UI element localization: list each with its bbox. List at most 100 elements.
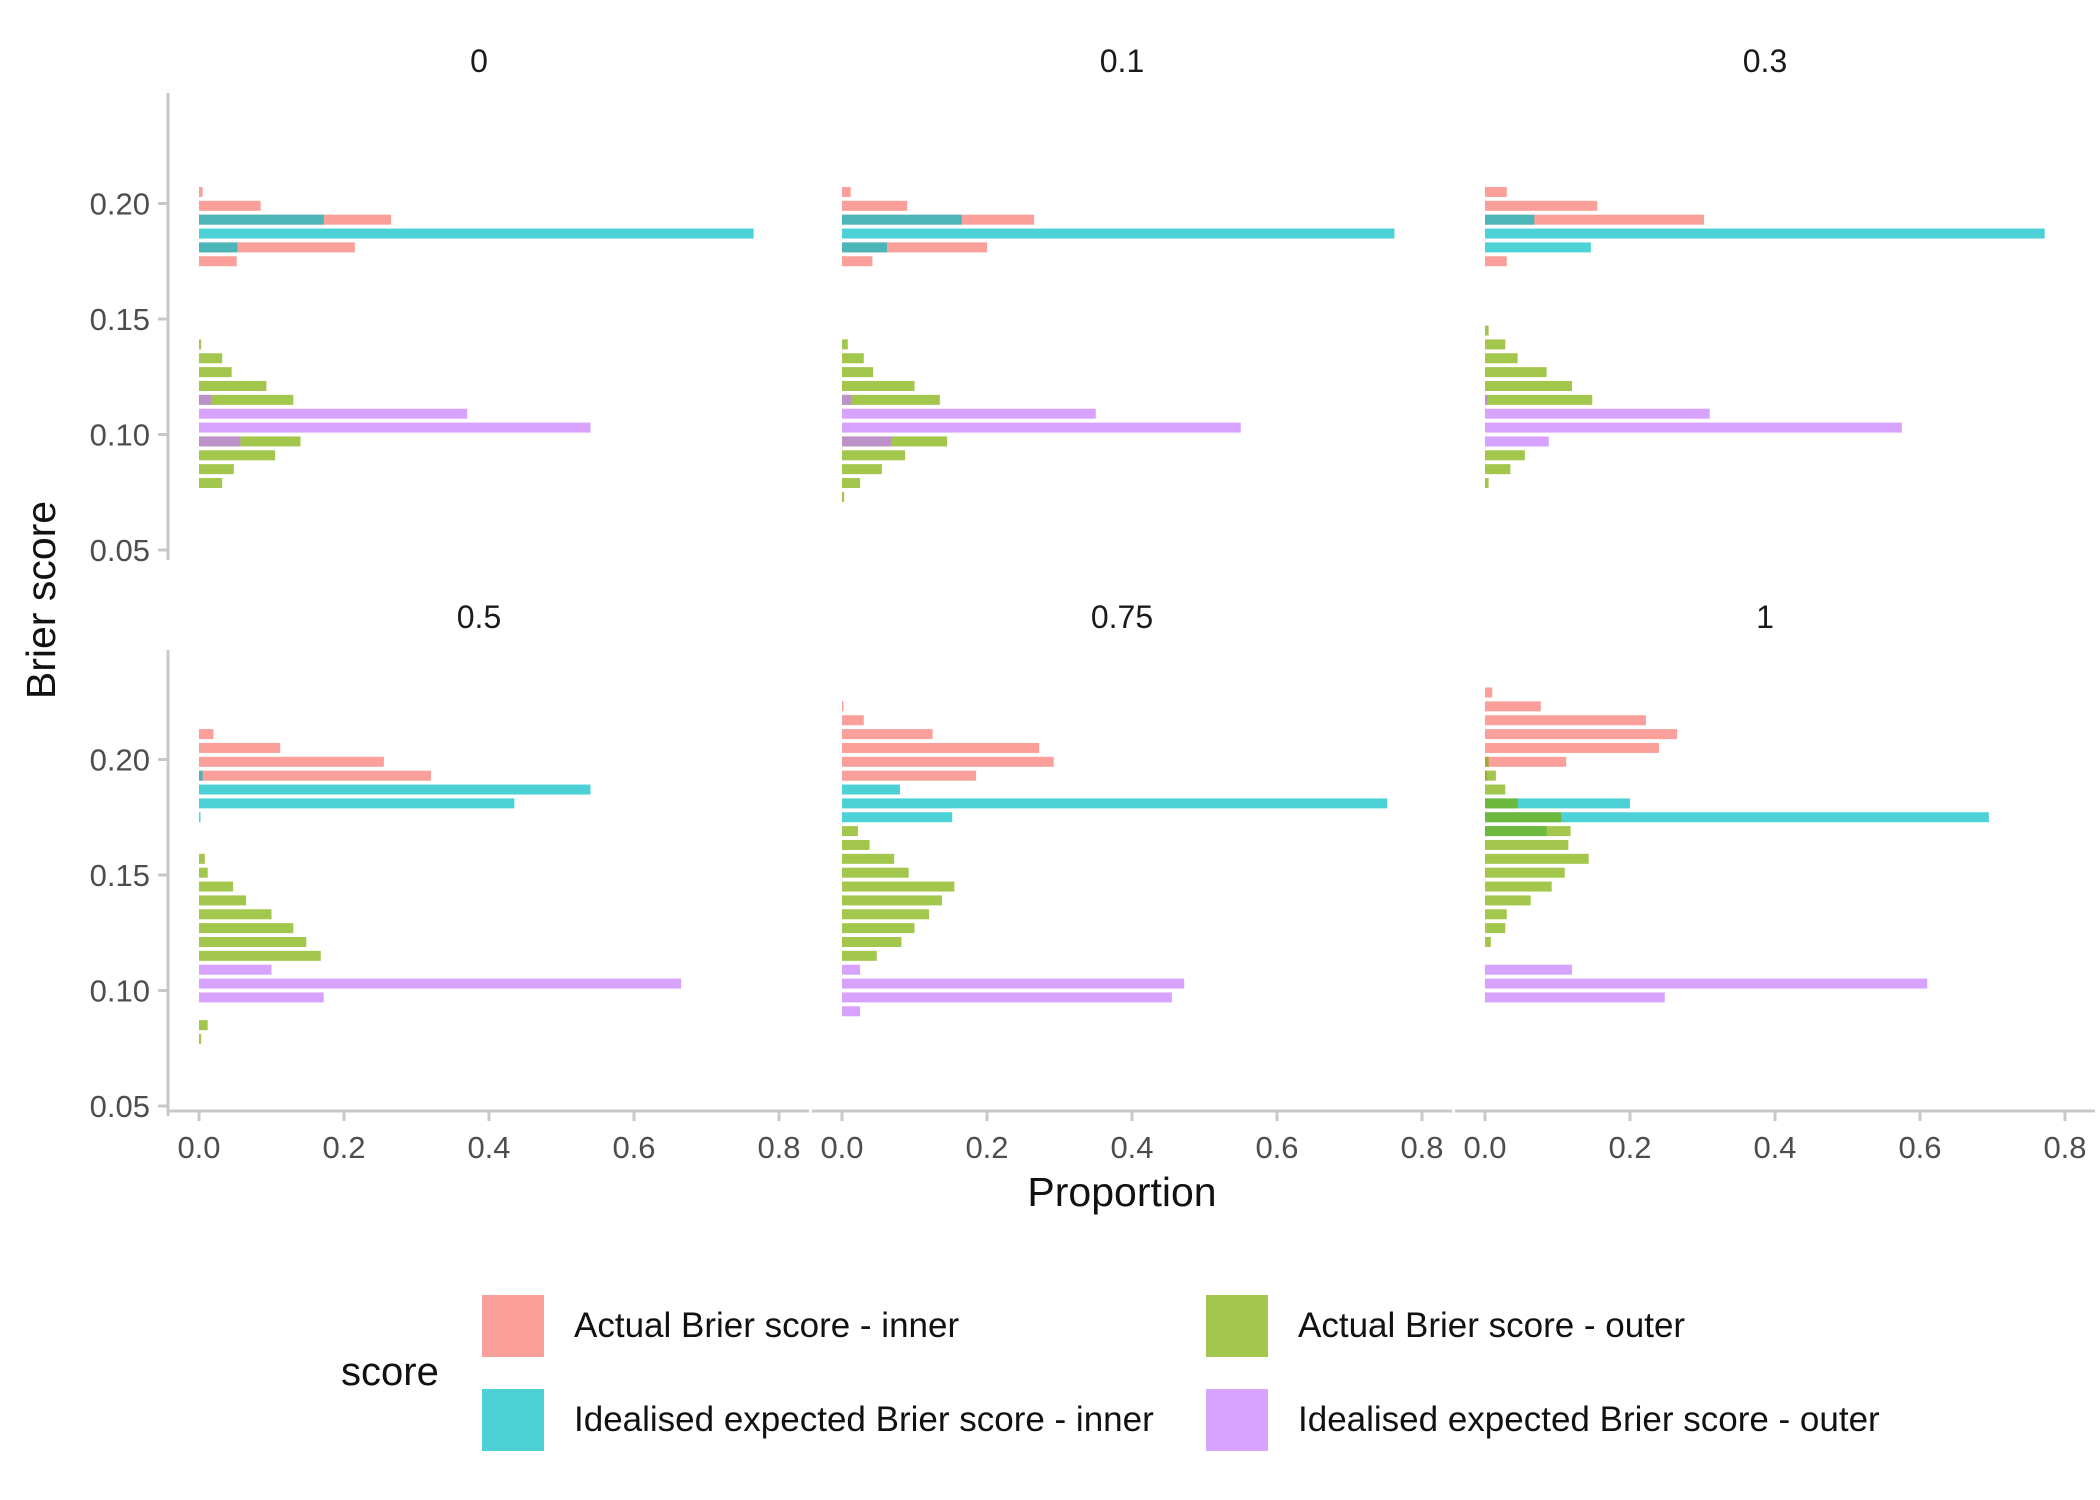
bar: [199, 1020, 208, 1031]
bar: [842, 256, 873, 267]
bar: [1485, 394, 1593, 405]
bar: [199, 909, 272, 920]
facet-panel-1: 0.1: [842, 43, 1395, 502]
bar: [1485, 812, 1562, 823]
panel-title: 0.5: [457, 599, 501, 635]
facet-panel-4: 0.75 0.0 0.2 0.4 0.6 0.8: [812, 599, 1452, 1165]
bar: [199, 923, 294, 934]
bar: [842, 923, 915, 934]
bar: [842, 715, 864, 726]
bar: [842, 242, 987, 253]
bar: [199, 380, 267, 391]
bar: [199, 798, 515, 809]
bar: [1485, 784, 1506, 795]
legend-item-actual-outer: Actual Brier score - outer: [1206, 1294, 1685, 1358]
legend-item-idealised-outer: Idealised expected Brier score - outer: [1206, 1388, 1880, 1452]
bar: [842, 464, 882, 475]
x-tick-label: 0.2: [1608, 1130, 1651, 1165]
bar: [1485, 214, 1535, 225]
legend-swatch-actual-inner: [482, 1295, 544, 1357]
bar: [199, 853, 205, 864]
bar: [1485, 798, 1630, 809]
bar: [1485, 839, 1569, 850]
bar: [842, 798, 1388, 809]
x-tick-label: 0.4: [467, 1130, 510, 1165]
bar: [199, 964, 272, 975]
bar: [842, 839, 870, 850]
bar: [1485, 380, 1572, 391]
panel-title: 0.3: [1743, 43, 1787, 79]
bar: [199, 770, 431, 781]
legend-label-idealised-inner: Idealised expected Brier score - inner: [574, 1400, 1154, 1439]
y-tick-label: 0.20: [90, 743, 150, 778]
bar: [842, 394, 940, 405]
bar: [1485, 742, 1659, 753]
bar: [1485, 867, 1565, 878]
bar: [842, 853, 895, 864]
bar: [1485, 978, 1928, 989]
y-tick-label: 0.15: [90, 302, 150, 337]
bar: [842, 436, 948, 447]
bar: [1485, 450, 1525, 461]
bar: [199, 881, 234, 892]
bar: [199, 478, 223, 489]
bar: [199, 436, 241, 447]
x-tick-label: 0.4: [1753, 1130, 1796, 1165]
bar: [842, 729, 933, 740]
bar: [842, 380, 915, 391]
y-axis-title: Brier score: [18, 501, 64, 699]
bar: [199, 992, 324, 1003]
bar: [1485, 909, 1507, 920]
bar: [1485, 367, 1547, 378]
bar: [1485, 853, 1589, 864]
y-tick-label: 0.05: [90, 1089, 150, 1124]
bar: [1485, 228, 2045, 239]
bar: [842, 242, 887, 253]
x-tick-label: 0.8: [1400, 1130, 1443, 1165]
bar: [199, 742, 281, 753]
legend-label-idealised-outer: Idealised expected Brier score - outer: [1298, 1400, 1880, 1439]
bar: [199, 784, 591, 795]
facet-panel-5: 1 0.0 0.2 0.4 0.6 0.8: [1455, 599, 2095, 1165]
x-tick-label: 0.6: [612, 1130, 655, 1165]
bar: [199, 242, 355, 253]
bar: [842, 1006, 861, 1017]
bar: [1485, 992, 1665, 1003]
bar: [842, 826, 858, 837]
bar: [199, 978, 682, 989]
bar: [1485, 715, 1646, 726]
x-tick-label: 0.0: [1463, 1130, 1506, 1165]
x-tick-label: 0.6: [1898, 1130, 1941, 1165]
bar: [1485, 701, 1541, 712]
bar: [842, 394, 852, 405]
bar: [842, 367, 874, 378]
bar: [199, 422, 591, 433]
bar: [199, 436, 301, 447]
legend-label-actual-inner: Actual Brier score - inner: [574, 1306, 960, 1345]
bar: [199, 1034, 202, 1045]
x-axis-title: Proportion: [1027, 1169, 1216, 1215]
bar: [1485, 436, 1549, 447]
bar: [199, 936, 307, 947]
legend-swatch-actual-outer: [1206, 1295, 1268, 1357]
bar: [199, 464, 234, 475]
bar: [1485, 756, 1489, 767]
y-tick-label: 0.10: [90, 974, 150, 1009]
legend-label-actual-outer: Actual Brier score - outer: [1298, 1306, 1686, 1345]
bar: [1485, 408, 1710, 419]
bar: [842, 214, 962, 225]
bar: [1485, 729, 1678, 740]
bar: [842, 950, 877, 961]
x-tick-label: 0.2: [322, 1130, 365, 1165]
bar: [842, 478, 861, 489]
y-tick-label: 0.10: [90, 418, 150, 453]
bar: [1485, 353, 1518, 364]
bar: [842, 228, 1395, 239]
bar: [199, 242, 238, 253]
panel-title: 0.1: [1100, 43, 1144, 79]
bar: [1485, 770, 1496, 781]
bar: [199, 200, 261, 211]
x-tick-label: 0.2: [965, 1130, 1008, 1165]
bar: [199, 895, 247, 906]
panel-title: 0.75: [1091, 599, 1153, 635]
